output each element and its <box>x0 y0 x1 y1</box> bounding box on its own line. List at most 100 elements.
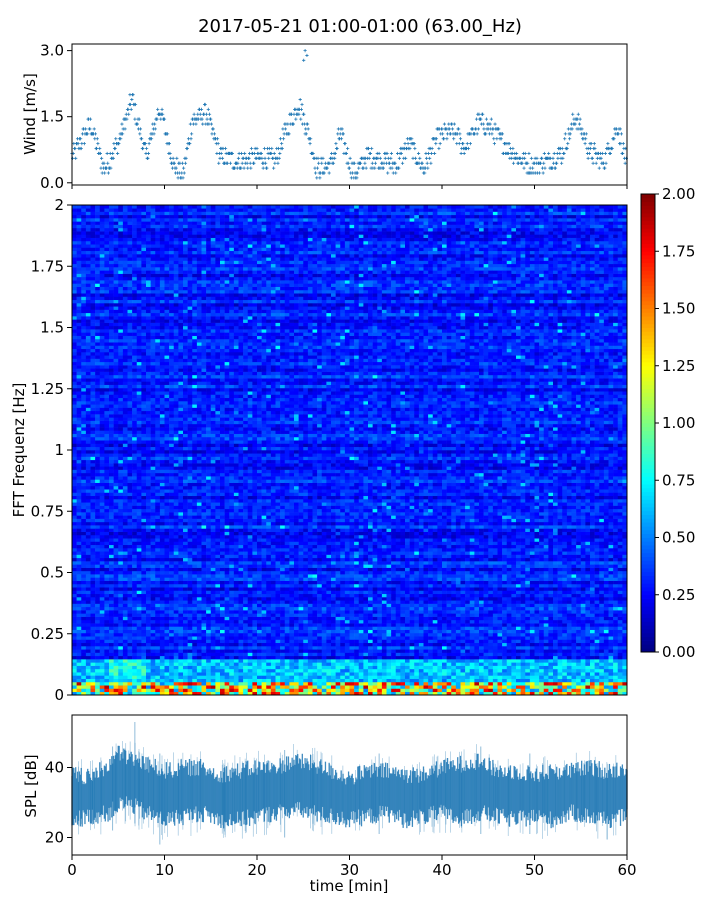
spectrogram-cell <box>183 348 188 353</box>
spectrogram-cell <box>85 639 91 644</box>
spectrogram-cell <box>104 221 110 225</box>
spectrogram-cell <box>187 267 193 271</box>
spectrogram-cell <box>104 675 110 679</box>
spectrogram-cell <box>85 499 91 503</box>
spectrogram-cell <box>141 619 147 624</box>
spectrogram-cell <box>99 515 105 519</box>
spectrogram-cell <box>99 610 105 614</box>
spectrogram-cell <box>183 283 188 287</box>
spectrogram-cell <box>118 276 124 281</box>
spectrogram-cell <box>136 440 142 444</box>
spectrogram-cell <box>81 479 87 483</box>
spectrogram-cell <box>118 397 124 402</box>
spectrogram-cell <box>76 244 82 248</box>
spectrogram-cell <box>169 273 175 278</box>
spectrogram-cell <box>109 528 114 532</box>
spectrogram-cell <box>81 391 87 395</box>
spectrogram-cell <box>95 649 101 653</box>
spectrogram-cell <box>95 616 101 621</box>
spectrogram-cell <box>85 636 91 640</box>
spectrogram-cell <box>159 649 165 653</box>
spectrogram-cell <box>192 410 198 415</box>
spectrogram-cell <box>85 263 91 268</box>
wind-point <box>203 102 207 107</box>
spectrogram-cell <box>136 561 142 565</box>
spectrogram-cell <box>136 240 142 245</box>
spectrogram-cell <box>72 453 77 457</box>
spectrogram-cell <box>187 361 193 366</box>
spectrogram-cell <box>136 681 142 686</box>
spectrogram-cell <box>90 325 96 330</box>
spectrogram-cell <box>85 678 91 683</box>
spectrogram-cell <box>146 662 151 666</box>
spectrogram-cell <box>132 675 138 679</box>
spectrogram-cell <box>85 319 91 323</box>
spectrogram-cell <box>183 221 188 225</box>
spectrogram-cell <box>72 404 77 408</box>
spectrogram-cell <box>104 521 110 526</box>
spectrogram-cell <box>81 466 87 470</box>
spectrogram-cell <box>76 619 82 624</box>
spectrogram-cell <box>164 479 170 483</box>
spectrogram-cell <box>155 521 161 526</box>
spectrogram-cell <box>159 440 165 444</box>
spectrogram-cell <box>141 446 147 451</box>
spectrogram-cell <box>99 427 105 431</box>
spectrogram-cell <box>95 629 101 634</box>
spectrogram-cell <box>95 312 101 317</box>
spectrogram-cell <box>127 332 133 336</box>
spectrogram-cell <box>155 577 161 581</box>
spectrogram-cell <box>99 534 105 539</box>
spectrogram-cell <box>76 276 82 281</box>
spectrogram-cell <box>192 234 198 238</box>
spectrogram-cell <box>122 531 128 536</box>
spectrogram-cell <box>187 583 193 588</box>
spectrogram-cell <box>76 508 82 513</box>
spectrogram-cell <box>183 368 188 372</box>
spectrogram-cell <box>85 352 91 356</box>
spectrogram-cell <box>141 570 147 575</box>
spectrogram-cell <box>141 270 147 274</box>
spectrogram-cell <box>159 453 165 457</box>
spectrogram-cell <box>118 505 124 510</box>
spectrogram-cell <box>136 472 142 477</box>
spectrogram-cell <box>183 469 188 474</box>
spectrogram-cell <box>118 685 124 689</box>
spectrogram-cell <box>150 610 156 614</box>
spectrogram-cell <box>132 214 138 219</box>
wind-point <box>120 132 125 136</box>
spectrogram-cell <box>85 508 91 513</box>
spectrogram-cell <box>99 404 105 408</box>
spectrogram-cell <box>113 371 119 376</box>
spectrogram-cell <box>99 332 105 336</box>
spectrogram-cell <box>95 440 101 444</box>
spectrogram-cell <box>155 273 161 278</box>
spectrogram-cell <box>150 374 156 379</box>
spectrogram-cell <box>173 636 179 640</box>
spectrogram-cell <box>127 410 133 415</box>
spectrogram-cell <box>109 247 114 252</box>
spectrogram-cell <box>178 554 184 559</box>
spectrogram-cell <box>146 309 151 314</box>
spectrogram-cell <box>76 479 82 483</box>
spectrogram-cell <box>169 531 175 536</box>
spectrogram-cell <box>150 420 156 425</box>
spectrogram-cell <box>81 407 87 412</box>
spectrogram-cell <box>132 289 138 294</box>
spectrogram-cell <box>104 632 110 637</box>
spectrogram-cell <box>109 485 114 490</box>
spectrogram-cell <box>192 646 198 650</box>
spectrogram-cell <box>141 371 147 376</box>
spectrogram-cell <box>76 280 82 284</box>
spectrogram-cell <box>169 322 175 327</box>
spectrogram-cell <box>113 606 119 611</box>
spectrogram-cell <box>85 414 91 418</box>
spectrogram-cell <box>178 286 184 291</box>
spectrogram-cell <box>99 678 105 683</box>
spectrogram-cell <box>72 466 77 470</box>
spectrogram-cell <box>159 221 165 225</box>
wind-point <box>113 146 117 151</box>
spectrogram-cell <box>159 306 165 310</box>
spectrogram-cell <box>109 600 114 604</box>
spectrogram-cell <box>150 407 156 412</box>
